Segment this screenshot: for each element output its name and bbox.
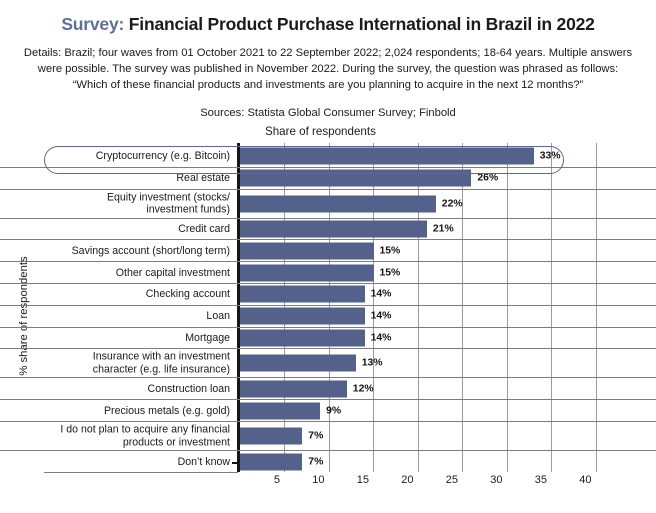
bar-value-label: 14% <box>370 332 392 344</box>
bar-value-label: 12% <box>352 383 374 395</box>
chart-plot-area: Share of respondents % share of responde… <box>0 122 656 513</box>
chart-details-text: Details: Brazil; four waves from 01 Octo… <box>23 46 633 92</box>
bar[interactable] <box>240 195 436 213</box>
bar-category-label: Cryptocurrency (e.g. Bitcoin) <box>95 149 230 162</box>
bar-category-label: Credit card <box>178 222 230 235</box>
bar-category-label: Loan <box>206 309 230 322</box>
bar-value-label: 33% <box>539 150 561 162</box>
bar-category-label: Construction loan <box>147 382 230 395</box>
bar-value-label: 15% <box>379 267 401 279</box>
bar-row[interactable]: Other capital investment 15% <box>0 261 656 283</box>
gridline-10 <box>328 143 330 472</box>
x-tick-label: 35 <box>534 474 547 486</box>
bar-value-label: 26% <box>477 172 499 184</box>
bar-category-label: Insurance with an investment character (e… <box>92 350 230 376</box>
bar-value-label: 9% <box>326 405 342 417</box>
bar-row[interactable]: Insurance with an investment character (e… <box>0 348 656 377</box>
bar-value-label: 14% <box>370 310 392 322</box>
bar[interactable] <box>240 169 472 187</box>
bar[interactable] <box>240 427 303 445</box>
bar-row[interactable]: Equity investment (stocks/investment fun… <box>0 188 656 218</box>
bar[interactable] <box>240 307 365 325</box>
gridline-20 <box>417 143 419 472</box>
bar[interactable] <box>240 380 347 398</box>
x-tick-label: 15 <box>356 474 369 486</box>
bar[interactable] <box>240 242 374 260</box>
bar-row[interactable]: Cryptocurrency (e.g. Bitcoin) 33% <box>0 145 656 167</box>
bar-row[interactable]: Loan 14% <box>0 304 656 327</box>
x-tick-label: 10 <box>312 474 325 486</box>
bar[interactable] <box>240 402 321 420</box>
bar[interactable] <box>240 264 374 282</box>
bar-row[interactable]: Construction loan 12% <box>0 377 656 399</box>
bar-row[interactable]: Don’t know 7% <box>0 450 656 472</box>
zero-tick-mark <box>232 462 240 464</box>
share-of-respondents-label: Share of respondents <box>265 125 376 138</box>
bar-category-label: Savings account (short/long term) <box>71 244 230 257</box>
gridline-5 <box>284 143 285 472</box>
bar-row[interactable]: I do not plan to acquire any financial pr… <box>0 421 656 450</box>
gridline-15 <box>373 143 374 472</box>
x-axis-tick-labels: 5 10 15 20 25 30 35 40 <box>0 474 656 492</box>
bar-category-label: Equity investment (stocks/investment fun… <box>106 191 230 216</box>
bar-row[interactable]: Mortgage 14% <box>0 326 656 349</box>
y-axis-spine <box>237 143 240 472</box>
title-main: Financial Product Purchase International… <box>128 14 595 34</box>
x-tick-label: 20 <box>401 474 414 486</box>
bar-row[interactable]: Real estate 26% <box>0 166 656 189</box>
page-title: Survey: Financial Product Purchase Inter… <box>14 14 642 36</box>
bar-category-label: Precious metals (e.g. gold) <box>103 404 230 417</box>
bar-value-label: 15% <box>379 245 401 257</box>
bar-row[interactable]: Credit card 21% <box>0 217 656 240</box>
bar[interactable] <box>240 147 534 165</box>
rows-bottom-rule <box>44 472 238 474</box>
bar-category-label: Don’t know <box>177 455 230 468</box>
bar-row[interactable]: Precious metals (e.g. gold) 9% <box>0 399 656 421</box>
x-tick-label: 5 <box>273 474 280 486</box>
bar[interactable] <box>240 220 427 238</box>
bar-category-label: Other capital investment <box>115 266 230 279</box>
bar-rows: Cryptocurrency (e.g. Bitcoin) 33% Real est… <box>0 145 656 472</box>
gridline-40 <box>595 143 597 472</box>
bar-value-label: 7% <box>308 456 324 468</box>
gridline-25 <box>462 143 463 472</box>
bar-row[interactable]: Checking account 14% <box>0 283 656 305</box>
bar-category-label: Checking account <box>145 288 230 301</box>
bar-value-label: 7% <box>308 430 324 442</box>
x-tick-label: 30 <box>490 474 503 486</box>
bar[interactable] <box>240 285 365 303</box>
gridline-35 <box>551 143 552 472</box>
bar-category-label: Mortgage <box>185 331 230 344</box>
bar-row[interactable]: Savings account (short/long term) 15% <box>0 239 656 261</box>
bar-category-label: Real estate <box>176 171 230 184</box>
title-prefix: Survey: <box>61 14 125 34</box>
bar-value-label: 13% <box>361 357 383 369</box>
x-tick-label: 25 <box>445 474 458 486</box>
bar-value-label: 21% <box>432 223 454 235</box>
x-tick-label: 40 <box>579 474 592 486</box>
chart-sources-text: Sources: Statista Global Consumer Survey… <box>200 106 456 119</box>
gridline-30 <box>506 143 508 472</box>
bar[interactable] <box>240 329 365 347</box>
bar-value-label: 14% <box>370 288 392 300</box>
gridlines <box>0 143 656 472</box>
bar-category-label: I do not plan to acquire any financial pr… <box>60 423 230 449</box>
chart-header: Survey: Financial Product Purchase Inter… <box>0 0 656 119</box>
bar[interactable] <box>240 354 356 372</box>
bar-value-label: 22% <box>441 198 463 210</box>
bar[interactable] <box>240 453 303 471</box>
